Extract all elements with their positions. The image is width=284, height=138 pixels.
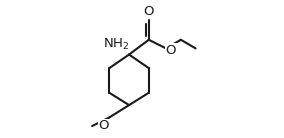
Text: O: O (98, 119, 109, 132)
Text: O: O (165, 44, 176, 57)
Text: O: O (143, 5, 154, 18)
Text: NH$_2$: NH$_2$ (103, 37, 129, 52)
